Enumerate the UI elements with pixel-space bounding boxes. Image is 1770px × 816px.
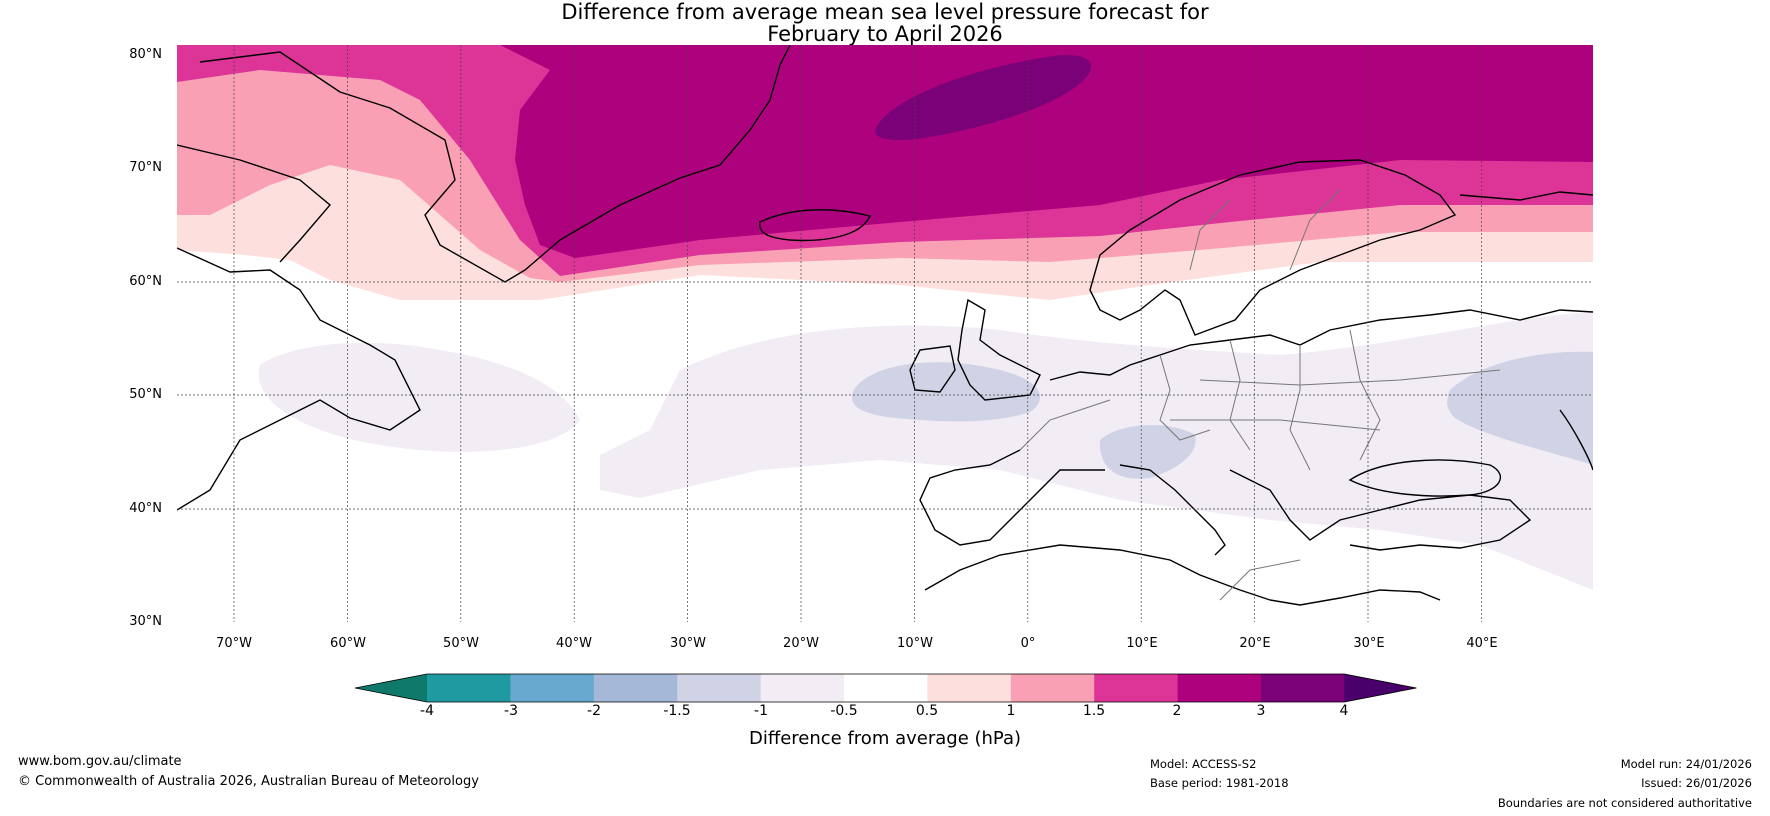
lat-label-30n: 30°N	[129, 614, 162, 629]
coast-scandinavia	[1089, 159, 1457, 336]
colorbar-tick: 0.5	[915, 703, 939, 719]
lon-label-30w: 30°W	[670, 636, 706, 651]
lon-label-0: 0°	[1020, 636, 1036, 651]
lat-label-60n: 60°N	[129, 274, 162, 289]
lat-label-40n: 40°N	[129, 501, 162, 516]
colorbar-tick: 2	[1172, 703, 1182, 719]
coast-ireland	[909, 345, 956, 393]
colorbar-tick: -1	[754, 703, 768, 719]
colorbar-tick: 1	[1006, 703, 1016, 719]
colorbar	[354, 673, 1417, 703]
coast-black-sea	[1348, 459, 1502, 497]
colorbar-bin	[1177, 674, 1262, 702]
colorbar-tick: -3	[504, 703, 518, 719]
colorbar-bin	[927, 674, 1012, 702]
colorbar-bin	[427, 674, 511, 702]
colorbar-bin	[760, 674, 845, 702]
lon-label-50w: 50°W	[443, 636, 479, 651]
anomaly-fill	[177, 45, 1593, 622]
coastlines	[177, 45, 1593, 606]
coast-italy	[1119, 464, 1226, 556]
lon-label-40e: 40°E	[1466, 636, 1498, 651]
colorbar-bin	[593, 674, 678, 702]
lon-label-10e: 10°E	[1126, 636, 1158, 651]
lon-label-30e: 30°E	[1353, 636, 1385, 651]
coast-baffin	[177, 144, 331, 263]
colorbar-tick: 4	[1339, 703, 1349, 719]
colorbar-bin	[1010, 674, 1095, 702]
colorbar-bin	[1261, 674, 1345, 702]
lon-label-20w: 20°W	[783, 636, 819, 651]
lat-label-70n: 70°N	[129, 160, 162, 175]
footer-url[interactable]: www.bom.gov.au/climate	[18, 754, 182, 769]
coast-iberia	[919, 449, 1105, 546]
region-dark-magenta	[500, 45, 1593, 258]
colorbar-tick: -1.5	[663, 703, 691, 719]
lon-label-60w: 60°W	[330, 636, 366, 651]
colorbar-outline	[354, 673, 1417, 703]
colorbar-tick: -4	[420, 703, 434, 719]
footer-issued: Issued: 26/01/2026	[1641, 776, 1752, 790]
chart-title-line1: Difference from average mean sea level p…	[561, 0, 1209, 24]
coast-europe-mainland	[1049, 309, 1593, 381]
colorbar-tick: -0.5	[830, 703, 858, 719]
coast-greenland	[199, 45, 791, 283]
lon-label-40w: 40°W	[556, 636, 592, 651]
lat-label-80n: 80°N	[129, 47, 162, 62]
coast-north-russia	[1459, 191, 1593, 201]
colorbar-bin	[844, 674, 928, 702]
footer-base-period: Base period: 1981-2018	[1150, 776, 1289, 790]
colorbar-bin	[677, 674, 762, 702]
colorbar-bin	[1094, 674, 1179, 702]
coast-north-africa	[924, 544, 1441, 606]
region-low-british-isles	[851, 362, 1040, 422]
chart-title-line2: February to April 2026	[767, 22, 1003, 46]
colorbar-bin	[510, 674, 595, 702]
colorbar-tick: 3	[1256, 703, 1266, 719]
region-light-negative-east	[600, 312, 1593, 590]
region-light-negative	[258, 342, 580, 452]
graticule	[177, 45, 1593, 622]
colorbar-tick: -2	[587, 703, 601, 719]
coast-labrador	[177, 247, 421, 511]
coast-caspian	[1559, 409, 1593, 471]
lon-label-10w: 10°W	[897, 636, 933, 651]
footer-model: Model: ACCESS-S2	[1150, 757, 1257, 771]
footer-copyright: © Commonwealth of Australia 2026, Austra…	[18, 774, 479, 789]
colorbar-tick: 1.5	[1082, 703, 1106, 719]
country-borders	[1019, 189, 1501, 601]
region-low-caspian	[1447, 351, 1593, 465]
region-purple-core	[875, 55, 1092, 140]
colorbar-title: Difference from average (hPa)	[748, 728, 1022, 749]
lon-label-70w: 70°W	[216, 636, 252, 651]
lat-label-50n: 50°N	[129, 387, 162, 402]
footer-disclaimer: Boundaries are not considered authoritat…	[1497, 796, 1752, 810]
colorbar-extend-high	[1344, 674, 1417, 702]
lon-label-20e: 20°E	[1239, 636, 1271, 651]
coast-iceland	[759, 209, 871, 242]
colorbar-extend-low	[355, 674, 427, 702]
footer-model-run: Model run: 24/01/2026	[1620, 757, 1752, 771]
